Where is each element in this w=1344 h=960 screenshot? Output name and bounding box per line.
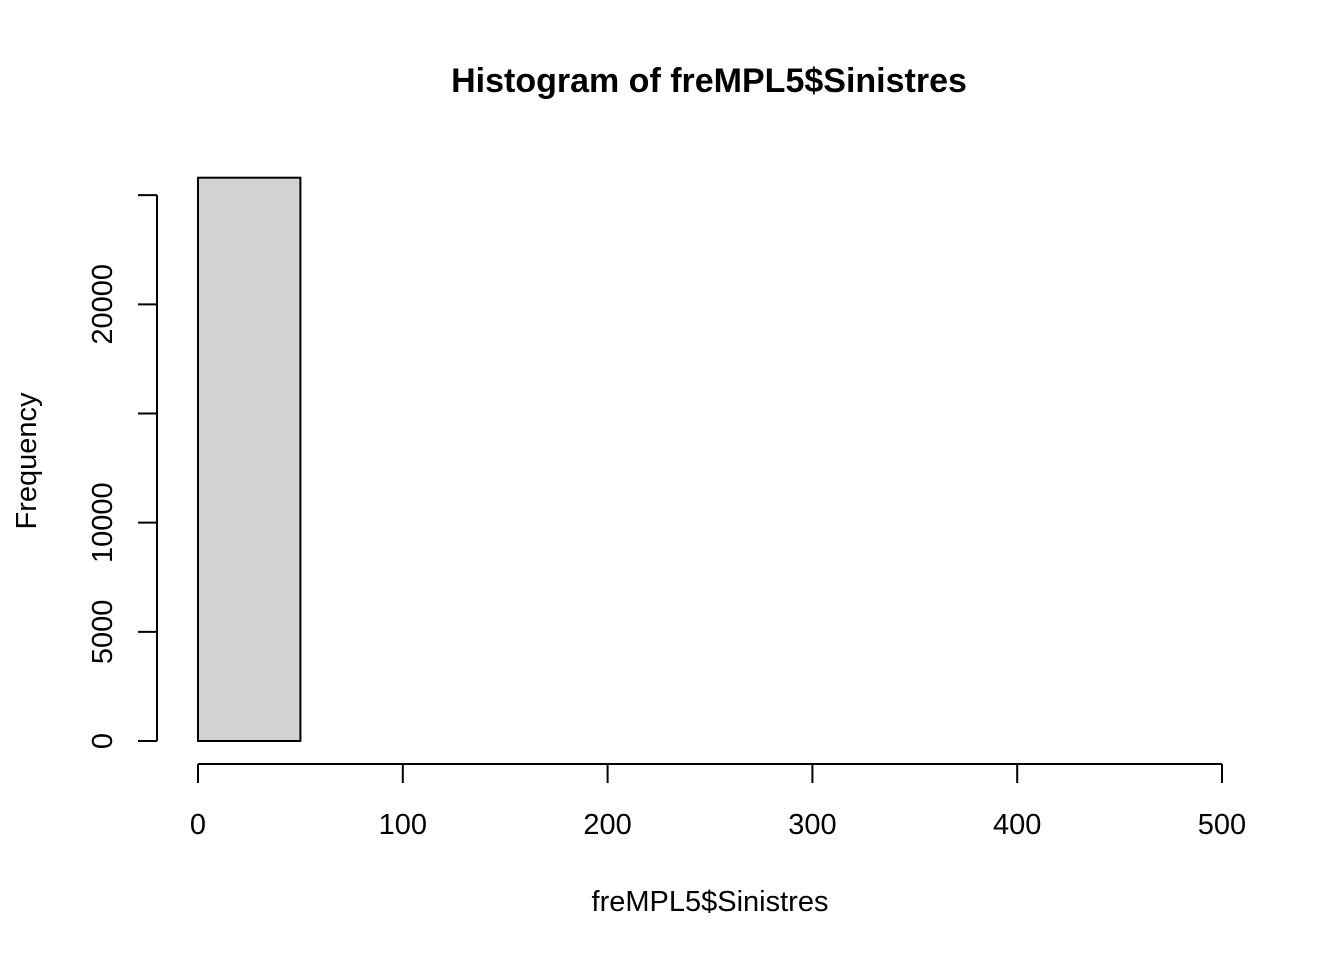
x-tick-label-3: 300 [788,809,836,841]
x-axis-label: freMPL5$Sinistres [592,886,829,918]
x-tick-label-0: 0 [190,809,206,841]
y-axis: 0 5000 10000 20000 [87,194,158,749]
y-tick-label-2: 10000 [87,482,119,563]
x-axis: 0 100 200 300 400 500 [190,763,1246,841]
y-tick-label-1: 5000 [87,600,119,665]
x-tick-label-4: 400 [993,809,1041,841]
x-tick-label-5: 500 [1198,809,1246,841]
chart-title: Histogram of freMPL5$Sinistres [451,62,967,100]
x-tick-label-2: 200 [583,809,631,841]
y-axis-label: Frequency [11,392,43,530]
histogram-bars [197,176,302,742]
histogram-bar-0 [197,176,302,742]
y-tick-label-0: 0 [87,733,119,749]
x-tick-label-1: 100 [379,809,427,841]
y-tick-label-4: 20000 [87,264,119,345]
